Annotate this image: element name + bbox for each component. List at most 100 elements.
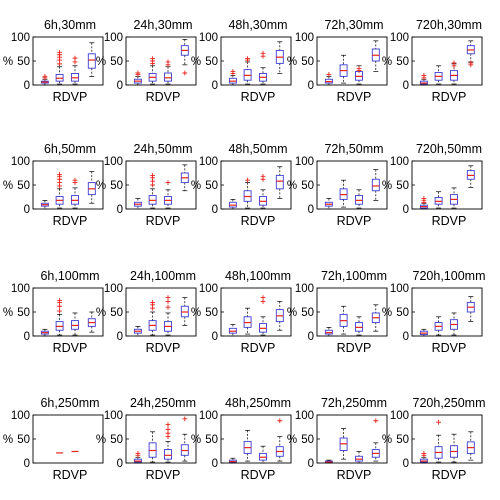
box bbox=[466, 431, 475, 461]
panel: 720h,100mm 0 50 100% RDVP bbox=[382, 269, 486, 355]
panel: 24h,100mm 0 50 100% RDVP bbox=[96, 269, 197, 355]
box bbox=[148, 56, 157, 85]
x-axis-label: RDVP bbox=[432, 90, 467, 104]
plot-frame bbox=[125, 414, 197, 464]
box bbox=[419, 451, 428, 464]
y-axis-label: % bbox=[96, 180, 106, 192]
panel: 72h,250mm 0 50 100% RDVP bbox=[287, 396, 388, 482]
x-axis-label: RDVP bbox=[53, 468, 88, 482]
box bbox=[339, 305, 348, 335]
outlier-marker bbox=[150, 300, 155, 305]
y-tick-label: 0 bbox=[117, 80, 123, 92]
y-axis-label: % bbox=[3, 180, 13, 192]
plot-frame bbox=[32, 414, 104, 464]
y-tick-label: 100 bbox=[11, 156, 30, 168]
y-tick-label: 100 bbox=[390, 156, 409, 168]
y-tick-label: 100 bbox=[11, 32, 30, 44]
panel-title: 6h,50mm bbox=[44, 142, 96, 156]
panel-title: 720h,250mm bbox=[413, 396, 486, 410]
y-tick-label: 50 bbox=[396, 56, 409, 68]
plot-frame bbox=[220, 160, 292, 210]
y-axis-label: % bbox=[3, 434, 13, 446]
y-tick-label: 0 bbox=[308, 458, 314, 470]
y-tick-label: 50 bbox=[205, 307, 218, 319]
plot-frame bbox=[32, 160, 104, 210]
panel: 48h,50mm 0 50 100% RDVP bbox=[191, 142, 292, 228]
y-tick-label: 100 bbox=[295, 283, 314, 295]
box bbox=[434, 65, 443, 85]
box bbox=[228, 199, 237, 210]
box bbox=[71, 177, 79, 209]
outlier-marker bbox=[135, 70, 141, 76]
outlier-marker bbox=[260, 50, 266, 56]
box bbox=[71, 312, 79, 336]
outlier-marker bbox=[260, 173, 266, 179]
outlier-marker bbox=[165, 59, 171, 65]
box bbox=[450, 187, 458, 209]
panel-title: 6h,30mm bbox=[44, 18, 96, 32]
y-tick-label: 100 bbox=[11, 410, 30, 422]
box bbox=[71, 55, 79, 85]
outlier-marker bbox=[57, 172, 62, 177]
y-tick-label: 0 bbox=[24, 80, 30, 92]
y-tick-label: 0 bbox=[24, 204, 30, 216]
box bbox=[228, 69, 237, 86]
y-axis-label: % bbox=[96, 434, 106, 446]
outlier-marker bbox=[165, 304, 171, 310]
y-tick-label: 50 bbox=[17, 307, 30, 319]
box bbox=[275, 418, 284, 462]
y-tick-label: 100 bbox=[295, 410, 314, 422]
box bbox=[259, 445, 267, 464]
box bbox=[275, 301, 284, 331]
box bbox=[148, 173, 157, 209]
box bbox=[450, 312, 458, 336]
y-tick-label: 100 bbox=[104, 32, 123, 44]
outlier-marker bbox=[451, 60, 457, 66]
y-tick-label: 0 bbox=[212, 80, 218, 92]
x-axis-label: RDVP bbox=[53, 341, 88, 355]
box bbox=[87, 42, 96, 77]
box bbox=[87, 171, 96, 204]
box bbox=[355, 65, 363, 85]
y-tick-label: 100 bbox=[199, 410, 218, 422]
x-axis-label: RDVP bbox=[337, 214, 372, 228]
outlier-marker bbox=[42, 73, 48, 79]
box bbox=[55, 49, 64, 85]
panel-title: 720h,30mm bbox=[416, 18, 482, 32]
box bbox=[164, 295, 172, 336]
plot-frame bbox=[125, 36, 197, 86]
plot-frame bbox=[411, 414, 483, 464]
panel: 6h,30mm 0 50 100% RDVP bbox=[3, 18, 104, 104]
outlier-marker bbox=[356, 66, 362, 72]
y-tick-label: 50 bbox=[17, 180, 30, 192]
outlier-marker bbox=[468, 60, 474, 66]
y-tick-label: 100 bbox=[199, 283, 218, 295]
y-axis-label: % bbox=[191, 180, 201, 192]
y-tick-label: 100 bbox=[390, 283, 409, 295]
box bbox=[259, 50, 267, 85]
box bbox=[450, 60, 458, 85]
x-axis-label: RDVP bbox=[53, 90, 88, 104]
panel-title: 6h,250mm bbox=[40, 396, 99, 410]
panel-title: 72h,250mm bbox=[321, 396, 387, 410]
panel: 720h,50mm 0 50 100% RDVP bbox=[382, 142, 483, 228]
y-tick-label: 0 bbox=[403, 331, 409, 343]
y-tick-label: 100 bbox=[104, 156, 123, 168]
outlier-marker bbox=[421, 73, 427, 78]
outlier-marker bbox=[326, 72, 332, 77]
y-axis-label: % bbox=[191, 307, 201, 319]
y-tick-label: 50 bbox=[205, 180, 218, 192]
outlier-marker bbox=[230, 69, 236, 74]
outlier-marker bbox=[165, 180, 171, 185]
y-tick-label: 0 bbox=[308, 80, 314, 92]
x-axis-label: RDVP bbox=[241, 468, 276, 482]
box-iqr bbox=[275, 174, 284, 190]
box bbox=[275, 41, 284, 74]
panel-title: 720h,100mm bbox=[413, 269, 486, 283]
x-axis-label: RDVP bbox=[53, 214, 88, 228]
plot-frame bbox=[316, 36, 388, 86]
outlier-marker bbox=[72, 55, 78, 61]
y-axis-label: % bbox=[96, 56, 106, 68]
y-tick-label: 0 bbox=[212, 204, 218, 216]
y-axis-label: % bbox=[382, 180, 392, 192]
